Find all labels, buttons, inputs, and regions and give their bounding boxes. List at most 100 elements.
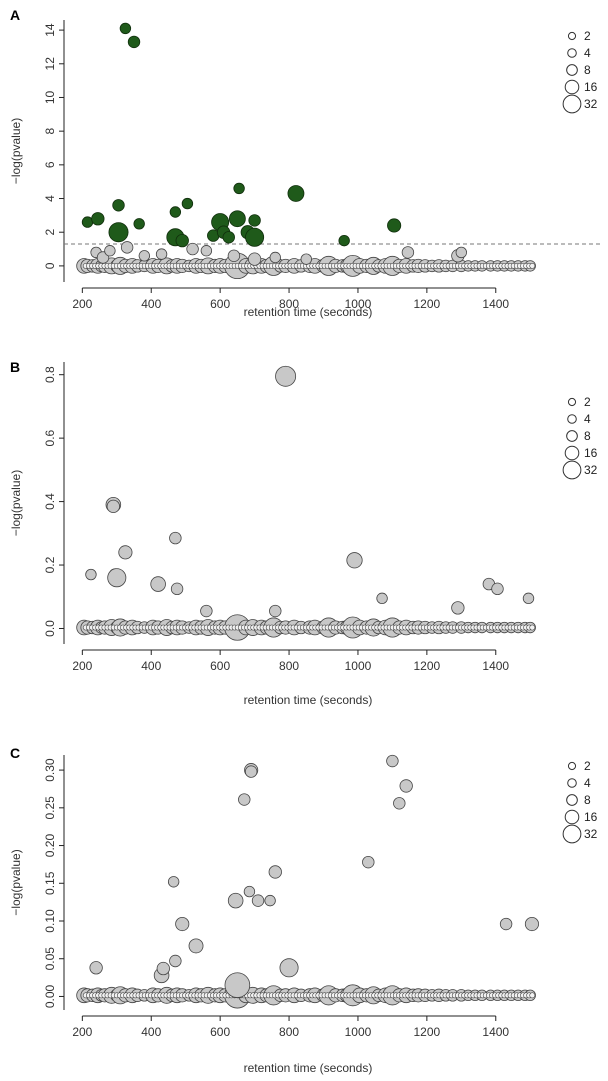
y-tick-label: 0.0 bbox=[43, 620, 57, 637]
data-point bbox=[275, 365, 297, 387]
legend-size-label: 32 bbox=[584, 463, 598, 477]
legend-size-marker bbox=[566, 794, 578, 806]
data-point bbox=[399, 779, 413, 793]
legend-size-label: 4 bbox=[584, 46, 591, 60]
significant-point bbox=[133, 218, 145, 230]
data-point bbox=[269, 251, 281, 264]
x-tick-label: 400 bbox=[141, 659, 161, 673]
legend-size-label: 8 bbox=[584, 429, 591, 443]
baseline-filler-point bbox=[529, 992, 536, 999]
significant-point bbox=[108, 222, 129, 243]
significant-point bbox=[127, 35, 141, 49]
y-tick-label: 0.30 bbox=[43, 758, 57, 782]
y-tick-label: 0.10 bbox=[43, 909, 57, 933]
size-legend: 2 4 8 16 32 bbox=[562, 395, 598, 480]
panel-label: A bbox=[10, 7, 20, 23]
y-tick-label: 0.20 bbox=[43, 834, 57, 858]
legend-size-marker bbox=[567, 48, 577, 58]
x-tick-label: 600 bbox=[210, 297, 230, 311]
legend-size-marker bbox=[567, 397, 577, 407]
x-tick-label: 600 bbox=[210, 659, 230, 673]
legend-size-marker bbox=[564, 445, 580, 461]
data-point bbox=[227, 249, 241, 262]
legend-size-label: 16 bbox=[584, 446, 598, 460]
legend-size-label: 16 bbox=[584, 810, 598, 824]
y-tick-label: 0.05 bbox=[43, 947, 57, 971]
x-tick-label: 400 bbox=[141, 1025, 161, 1039]
data-point bbox=[107, 568, 127, 588]
data-point bbox=[300, 253, 312, 265]
x-tick-label: 600 bbox=[210, 1025, 230, 1039]
y-tick-label: 14 bbox=[43, 23, 57, 37]
data-point bbox=[170, 582, 184, 596]
data-point bbox=[118, 545, 133, 560]
x-tick-label: 800 bbox=[279, 659, 299, 673]
significant-point bbox=[228, 210, 246, 228]
significant-point bbox=[119, 22, 132, 35]
legend-size-label: 4 bbox=[584, 412, 591, 426]
data-point bbox=[524, 916, 539, 932]
x-tick-label: 800 bbox=[279, 1025, 299, 1039]
legend-size-label: 2 bbox=[584, 395, 591, 409]
data-point bbox=[279, 958, 299, 978]
x-tick-label: 1400 bbox=[482, 659, 509, 673]
legend-size-marker bbox=[566, 64, 578, 76]
data-point bbox=[169, 954, 182, 968]
significant-point bbox=[233, 182, 245, 195]
significant-point bbox=[112, 199, 125, 212]
panel-b: B 0.0 0.2 0.4 0.6 0.8 200 400 600 800 1000 1200 1400… bbox=[9, 359, 598, 707]
data-point bbox=[104, 245, 116, 257]
data-point bbox=[251, 894, 265, 907]
y-tick-label: 6 bbox=[43, 161, 57, 168]
legend-size-label: 8 bbox=[584, 793, 591, 807]
data-point bbox=[138, 250, 151, 262]
y-tick-label: 0 bbox=[43, 262, 57, 269]
legend-size-marker bbox=[567, 778, 577, 788]
significant-point bbox=[287, 185, 305, 202]
legend-size-marker bbox=[562, 824, 582, 844]
significant-point bbox=[175, 233, 189, 248]
legend-size-label: 32 bbox=[584, 827, 598, 841]
data-point bbox=[120, 241, 134, 254]
x-axis-title: retention time (seconds) bbox=[244, 305, 373, 319]
significant-point bbox=[181, 197, 194, 210]
data-point bbox=[451, 601, 465, 615]
data-point bbox=[238, 793, 251, 806]
data-point bbox=[188, 938, 204, 954]
data-point bbox=[346, 552, 363, 569]
significant-point bbox=[338, 234, 350, 247]
panel-label: C bbox=[10, 745, 20, 761]
x-tick-label: 800 bbox=[279, 297, 299, 311]
x-tick-label: 200 bbox=[72, 1025, 92, 1039]
y-axis-title: −log(pvalue) bbox=[9, 118, 23, 184]
x-tick-label: 400 bbox=[141, 297, 161, 311]
legend-size-label: 2 bbox=[584, 759, 591, 773]
data-point bbox=[269, 604, 282, 618]
x-tick-label: 1200 bbox=[414, 1025, 441, 1039]
data-point bbox=[175, 916, 190, 932]
panel-label: B bbox=[10, 359, 20, 375]
y-tick-label: 0.4 bbox=[43, 493, 57, 510]
y-tick-label: 0.2 bbox=[43, 556, 57, 573]
data-point bbox=[268, 865, 282, 879]
legend-size-marker bbox=[566, 430, 578, 442]
data-point bbox=[85, 568, 97, 581]
legend-size-label: 2 bbox=[584, 29, 591, 43]
y-tick-label: 2 bbox=[43, 229, 57, 236]
data-point bbox=[247, 252, 262, 266]
x-tick-label: 200 bbox=[72, 659, 92, 673]
data-point bbox=[106, 499, 120, 513]
data-point bbox=[243, 885, 256, 898]
x-tick-label: 1400 bbox=[482, 1025, 509, 1039]
y-tick-label: 0.25 bbox=[43, 796, 57, 820]
data-point bbox=[455, 246, 468, 259]
data-point bbox=[393, 797, 406, 810]
baseline-filler-point bbox=[529, 262, 536, 269]
x-tick-label: 1000 bbox=[345, 297, 372, 311]
y-tick-label: 12 bbox=[43, 57, 57, 71]
x-tick-label: 1200 bbox=[414, 659, 441, 673]
significant-point bbox=[91, 212, 105, 226]
baseline-filler-point bbox=[529, 624, 536, 631]
y-tick-label: 0.8 bbox=[43, 366, 57, 383]
x-axis-title: retention time (seconds) bbox=[244, 693, 373, 707]
